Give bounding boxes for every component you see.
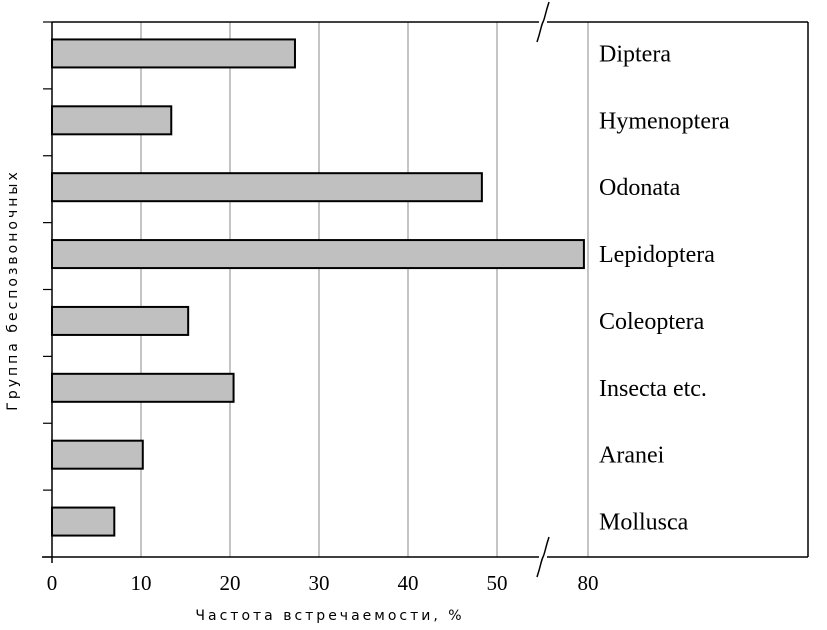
grid-lines <box>140 22 589 557</box>
x-axis-title: Частота встречаемости, % <box>195 608 464 624</box>
bar-aranei <box>51 439 144 470</box>
bar-hymenoptera <box>51 105 173 136</box>
bars <box>51 38 585 537</box>
x-tick-label: 40 <box>398 571 419 595</box>
x-tick-label: 80 <box>578 571 599 595</box>
category-label: Mollusca <box>599 510 689 536</box>
axes <box>42 1 809 578</box>
y-axis-title: Группа беспозвоночных <box>5 169 21 410</box>
bar-lepidoptera <box>51 239 585 270</box>
x-tick-label: 0 <box>47 571 58 595</box>
bar-insecta-etc <box>51 372 235 403</box>
category-label: Hymenoptera <box>599 108 730 134</box>
axis-break-bottom <box>536 536 550 578</box>
bar-odonata <box>51 172 483 203</box>
x-tick-label: 30 <box>309 571 330 595</box>
category-label: Lepidoptera <box>599 242 715 268</box>
category-label: Coleoptera <box>599 309 705 335</box>
category-label: Aranei <box>599 443 665 469</box>
category-label: Insecta etc. <box>599 376 707 402</box>
category-label: Diptera <box>599 41 671 67</box>
category-label: Odonata <box>599 175 681 201</box>
bar-coleoptera <box>51 305 190 336</box>
x-tick-label: 20 <box>220 571 241 595</box>
x-tick-label: 50 <box>487 571 508 595</box>
bar-diptera <box>51 38 296 69</box>
bar-mollusca <box>51 506 116 537</box>
x-tick-label: 10 <box>131 571 152 595</box>
labels: Diptera Hymenoptera Odonata Lepidoptera Cole… <box>47 41 730 595</box>
axis-break-top <box>536 1 550 43</box>
